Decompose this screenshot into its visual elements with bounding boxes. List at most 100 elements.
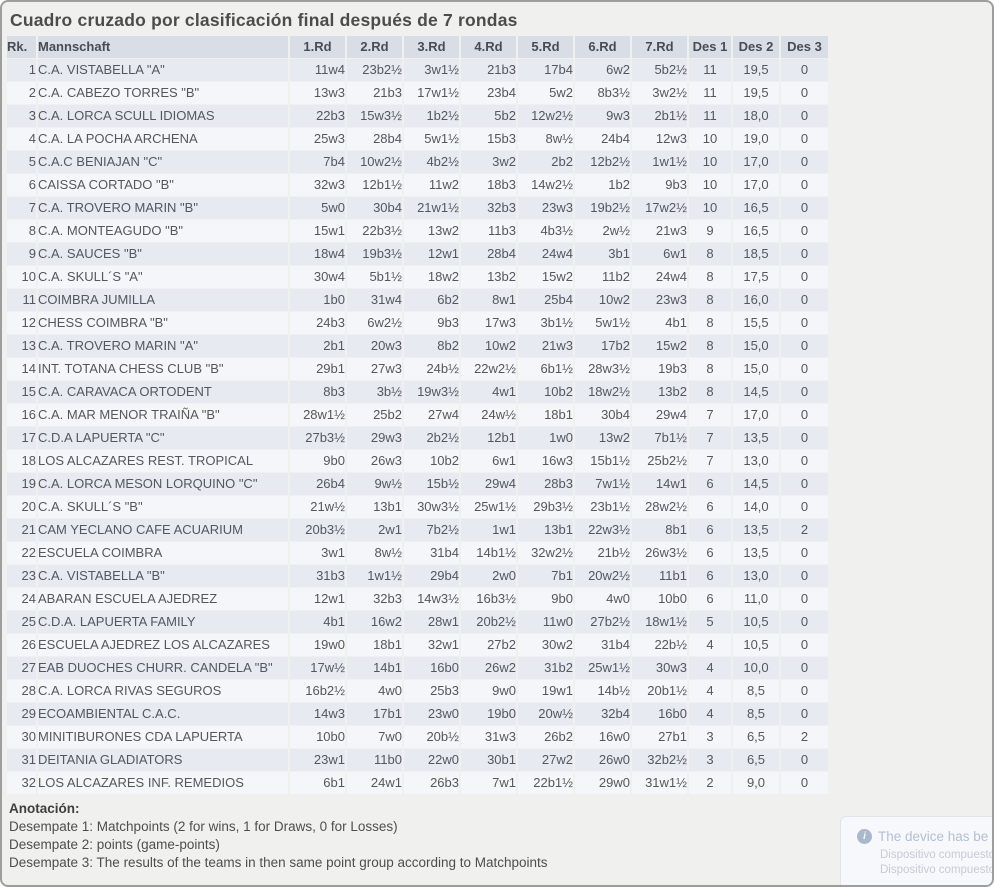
des2-cell: 18,5 bbox=[733, 243, 779, 265]
table-row: 2 C.A. CABEZO TORRES "B" 13w3 21b3 17w1½ 23b4… bbox=[7, 82, 828, 104]
round-4-cell: 17w3 bbox=[461, 312, 516, 334]
round-3-cell: 6b2 bbox=[404, 289, 459, 311]
round-2-cell: 25b2 bbox=[347, 404, 402, 426]
column-header-mannschaft: Mannschaft bbox=[38, 36, 288, 58]
round-3-cell: 23w0 bbox=[404, 703, 459, 725]
des3-cell: 0 bbox=[781, 657, 828, 679]
table-row: 6 CAISSA CORTADO "B" 32w3 12b1½ 11w2 18b3 14w2… bbox=[7, 174, 828, 196]
team-cell: C.A. LORCA SCULL IDIOMAS bbox=[38, 105, 288, 127]
round-7-cell: 11b1 bbox=[632, 565, 687, 587]
toast-line: Dispositivo compuesto bbox=[880, 864, 994, 876]
round-1-cell: 27b3½ bbox=[290, 427, 345, 449]
annotation-heading: Anotación: bbox=[9, 801, 80, 816]
notification-toast[interactable]: i The device has be Dispositivo compuest… bbox=[840, 816, 994, 885]
round-3-cell: 27w4 bbox=[404, 404, 459, 426]
des2-cell: 16,5 bbox=[733, 220, 779, 242]
table-row: 26 ESCUELA AJEDREZ LOS ALCAZARES 19w0 18b1 3… bbox=[7, 634, 828, 656]
round-1-cell: 10b0 bbox=[290, 726, 345, 748]
table-row: 7 C.A. TROVERO MARIN "B" 5w0 30b4 21w1½ 32b3 2… bbox=[7, 197, 828, 219]
round-4-cell: 1w1 bbox=[461, 519, 516, 541]
table-header: Rk. Mannschaft 1.Rd 2.Rd 3.Rd 4.Rd 5.Rd 6.Rd 7.R… bbox=[7, 36, 828, 58]
round-7-cell: 32b2½ bbox=[632, 749, 687, 771]
team-cell: C.D.A. LAPUERTA FAMILY bbox=[38, 611, 288, 633]
round-1-cell: 31b3 bbox=[290, 565, 345, 587]
des3-cell: 0 bbox=[781, 611, 828, 633]
round-6-cell: 10w2 bbox=[575, 289, 630, 311]
des3-cell: 0 bbox=[781, 289, 828, 311]
round-6-cell: 17b2 bbox=[575, 335, 630, 357]
des1-cell: 11 bbox=[689, 105, 731, 127]
round-6-cell: 5w1½ bbox=[575, 312, 630, 334]
round-1-cell: 18w4 bbox=[290, 243, 345, 265]
round-4-cell: 20b2½ bbox=[461, 611, 516, 633]
round-7-cell: 13b2 bbox=[632, 381, 687, 403]
des1-cell: 10 bbox=[689, 197, 731, 219]
des1-cell: 3 bbox=[689, 749, 731, 771]
round-4-cell: 7w1 bbox=[461, 772, 516, 794]
team-cell: CAISSA CORTADO "B" bbox=[38, 174, 288, 196]
round-6-cell: 26w0 bbox=[575, 749, 630, 771]
round-6-cell: 2w½ bbox=[575, 220, 630, 242]
des3-cell: 0 bbox=[781, 266, 828, 288]
team-cell: C.A. SKULL´S "B" bbox=[38, 496, 288, 518]
round-7-cell: 26w3½ bbox=[632, 542, 687, 564]
rank-cell: 17 bbox=[7, 427, 36, 449]
round-6-cell: 24b4 bbox=[575, 128, 630, 150]
column-header-6-rd: 6.Rd bbox=[575, 36, 630, 58]
rank-cell: 30 bbox=[7, 726, 36, 748]
column-header-5-rd: 5.Rd bbox=[518, 36, 573, 58]
rank-cell: 3 bbox=[7, 105, 36, 127]
rank-cell: 22 bbox=[7, 542, 36, 564]
round-7-cell: 8b1 bbox=[632, 519, 687, 541]
des3-cell: 2 bbox=[781, 519, 828, 541]
des3-cell: 0 bbox=[781, 197, 828, 219]
round-3-cell: 19w3½ bbox=[404, 381, 459, 403]
team-cell: ESCUELA COIMBRA bbox=[38, 542, 288, 564]
round-2-cell: 18b1 bbox=[347, 634, 402, 656]
table-row: 25 C.D.A. LAPUERTA FAMILY 4b1 16w2 28w1 20b2½… bbox=[7, 611, 828, 633]
des2-cell: 19,0 bbox=[733, 128, 779, 150]
round-2-cell: 12b1½ bbox=[347, 174, 402, 196]
des3-cell: 0 bbox=[781, 335, 828, 357]
des2-cell: 10,5 bbox=[733, 634, 779, 656]
rank-cell: 8 bbox=[7, 220, 36, 242]
round-6-cell: 8b3½ bbox=[575, 82, 630, 104]
round-3-cell: 12w1 bbox=[404, 243, 459, 265]
team-cell: C.A. MAR MENOR TRAIÑA "B" bbox=[38, 404, 288, 426]
round-7-cell: 10b0 bbox=[632, 588, 687, 610]
round-4-cell: 19b0 bbox=[461, 703, 516, 725]
round-2-cell: 5b1½ bbox=[347, 266, 402, 288]
des2-cell: 9,0 bbox=[733, 772, 779, 794]
des2-cell: 11,0 bbox=[733, 588, 779, 610]
des1-cell: 4 bbox=[689, 634, 731, 656]
des2-cell: 14,5 bbox=[733, 473, 779, 495]
round-3-cell: 7b2½ bbox=[404, 519, 459, 541]
des3-cell: 0 bbox=[781, 749, 828, 771]
round-7-cell: 14w1 bbox=[632, 473, 687, 495]
des2-cell: 14,0 bbox=[733, 496, 779, 518]
des1-cell: 6 bbox=[689, 565, 731, 587]
round-2-cell: 7w0 bbox=[347, 726, 402, 748]
round-6-cell: 15b1½ bbox=[575, 450, 630, 472]
round-7-cell: 30w3 bbox=[632, 657, 687, 679]
des1-cell: 6 bbox=[689, 473, 731, 495]
round-3-cell: 32w1 bbox=[404, 634, 459, 656]
rank-cell: 14 bbox=[7, 358, 36, 380]
table-row: 22 ESCUELA COIMBRA 3w1 8w½ 31b4 14b1½ 32w2½ 21b… bbox=[7, 542, 828, 564]
team-cell: C.A. LORCA RIVAS SEGUROS bbox=[38, 680, 288, 702]
des3-cell: 0 bbox=[781, 358, 828, 380]
round-6-cell: 27b2½ bbox=[575, 611, 630, 633]
round-2-cell: 26w3 bbox=[347, 450, 402, 472]
des3-cell: 0 bbox=[781, 381, 828, 403]
round-2-cell: 9w½ bbox=[347, 473, 402, 495]
round-5-cell: 10b2 bbox=[518, 381, 573, 403]
column-header-rk: Rk. bbox=[7, 36, 36, 58]
des2-cell: 10,5 bbox=[733, 611, 779, 633]
des3-cell: 0 bbox=[781, 772, 828, 794]
des1-cell: 8 bbox=[689, 289, 731, 311]
round-2-cell: 13b1 bbox=[347, 496, 402, 518]
team-cell: LOS ALCAZARES INF. REMEDIOS bbox=[38, 772, 288, 794]
rank-cell: 29 bbox=[7, 703, 36, 725]
team-cell: C.A. TROVERO MARIN "B" bbox=[38, 197, 288, 219]
round-5-cell: 17b4 bbox=[518, 59, 573, 81]
